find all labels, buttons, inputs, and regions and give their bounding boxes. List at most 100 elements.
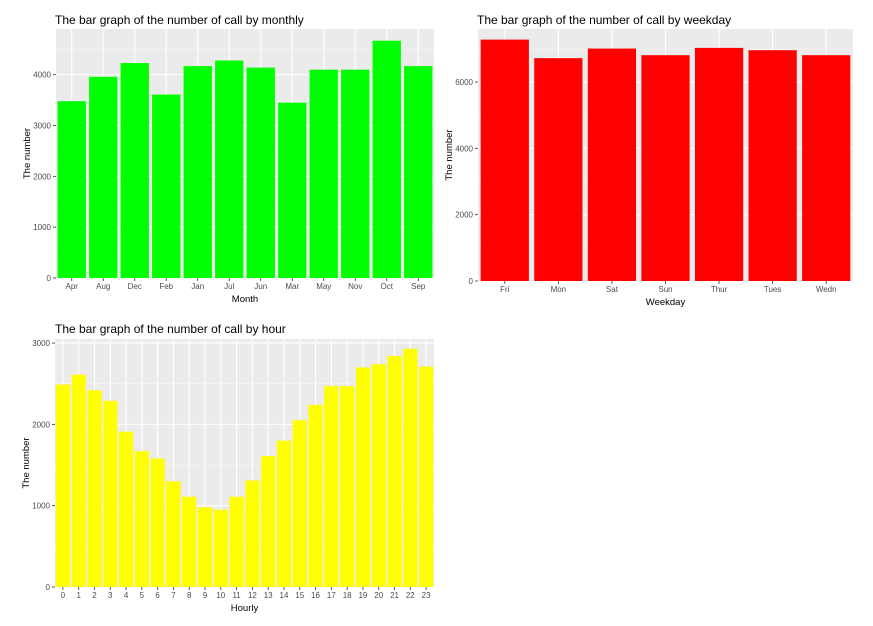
y-tick-label: 2000 <box>32 420 50 429</box>
y-tick-label: 4000 <box>33 71 51 80</box>
bar-2 <box>87 390 102 587</box>
x-tick-label: Dec <box>128 282 142 291</box>
x-tick-label: Sun <box>658 285 672 294</box>
x-tick-label: 16 <box>311 591 320 600</box>
bar-Feb <box>152 94 181 278</box>
x-axis-title: Weekday <box>646 297 686 308</box>
bar-1 <box>71 374 86 587</box>
x-tick-label: Aug <box>96 282 110 291</box>
bar-16 <box>308 404 323 587</box>
x-tick-label: 9 <box>203 591 208 600</box>
y-tick-label: 1000 <box>32 502 50 511</box>
bar-13 <box>261 456 276 587</box>
x-tick-label: Jan <box>191 282 204 291</box>
x-tick-label: 11 <box>232 591 241 600</box>
y-tick-label: 6000 <box>455 78 473 87</box>
y-axis-title: The number <box>444 129 455 180</box>
x-tick-label: 4 <box>124 591 129 600</box>
x-tick-label: 21 <box>390 591 399 600</box>
x-tick-label: 20 <box>374 591 383 600</box>
bar-11 <box>229 496 244 587</box>
x-tick-label: 6 <box>155 591 160 600</box>
x-tick-label: Sat <box>606 285 619 294</box>
x-tick-label: Wedn <box>816 285 837 294</box>
x-tick-label: 14 <box>280 591 289 600</box>
bar-Jul <box>215 60 244 279</box>
x-tick-label: 1 <box>76 591 81 600</box>
x-tick-label: 17 <box>327 591 336 600</box>
x-tick-label: 23 <box>422 591 431 600</box>
y-tick-label: 0 <box>47 274 52 283</box>
x-tick-label: 7 <box>171 591 176 600</box>
bar-May <box>309 69 338 278</box>
bar-14 <box>276 440 292 587</box>
y-tick-label: 0 <box>46 583 51 592</box>
y-tick-label: 2000 <box>455 211 473 220</box>
y-axis-title: The number <box>21 437 32 488</box>
bar-9 <box>197 507 213 587</box>
x-tick-label: May <box>316 282 331 291</box>
bar-6 <box>150 458 165 587</box>
bar-19 <box>355 367 371 587</box>
x-tick-label: Fri <box>500 285 510 294</box>
x-axis-title: Month <box>232 294 258 305</box>
x-tick-label: 5 <box>140 591 145 600</box>
x-tick-label: Nov <box>348 282 362 291</box>
bar-22 <box>403 348 418 587</box>
y-tick-label: 4000 <box>455 144 473 153</box>
bar-Nov <box>341 69 370 278</box>
x-tick-label: 12 <box>248 591 257 600</box>
bar-10 <box>213 509 228 587</box>
bar-7 <box>166 481 181 587</box>
x-tick-label: Oct <box>381 282 394 291</box>
bar-17 <box>324 386 339 587</box>
bar-Dec <box>120 63 149 279</box>
weekday-chart-title: The bar graph of the number of call by w… <box>477 13 732 27</box>
x-tick-label: Sep <box>411 282 426 291</box>
bar-23 <box>418 366 434 587</box>
monthly-chart-title: The bar graph of the number of call by m… <box>55 13 304 27</box>
y-tick-label: 2000 <box>33 172 51 181</box>
bar-Oct <box>372 40 401 278</box>
bar-Sat <box>587 48 637 281</box>
x-tick-label: 13 <box>264 591 273 600</box>
bar-Wedn <box>802 55 851 282</box>
bar-Apr <box>57 101 86 279</box>
x-tick-label: 3 <box>108 591 113 600</box>
y-tick-label: 3000 <box>33 122 51 131</box>
x-tick-label: 15 <box>295 591 304 600</box>
x-tick-label: 22 <box>406 591 415 600</box>
bar-12 <box>245 480 260 587</box>
bar-Jan <box>183 66 212 278</box>
y-tick-label: 0 <box>469 277 474 286</box>
x-tick-label: 8 <box>187 591 192 600</box>
x-tick-label: Apr <box>66 282 79 291</box>
bar-18 <box>340 386 355 587</box>
bar-Sun <box>641 55 690 282</box>
x-tick-label: 10 <box>216 591 225 600</box>
bar-Aug <box>89 76 118 278</box>
bar-15 <box>292 420 307 587</box>
plot-background <box>55 339 434 587</box>
x-tick-label: Feb <box>159 282 173 291</box>
hourly-chart-title: The bar graph of the number of call by h… <box>55 322 286 336</box>
x-tick-label: Jul <box>224 282 234 291</box>
x-tick-label: 0 <box>61 591 66 600</box>
x-axis-title: Hourly <box>231 603 259 614</box>
bar-Sep <box>404 66 433 278</box>
bar-20 <box>371 364 386 587</box>
x-tick-label: Thur <box>711 285 728 294</box>
y-tick-label: 3000 <box>32 339 50 348</box>
y-tick-label: 1000 <box>33 223 51 232</box>
bar-Thur <box>694 47 744 282</box>
y-axis-title: The number <box>22 128 33 179</box>
bar-Tues <box>748 50 797 281</box>
bar-Jun <box>246 67 275 278</box>
bar-5 <box>134 451 149 587</box>
bar-3 <box>103 400 118 587</box>
x-tick-label: Mon <box>551 285 567 294</box>
x-tick-label: 18 <box>343 591 352 600</box>
